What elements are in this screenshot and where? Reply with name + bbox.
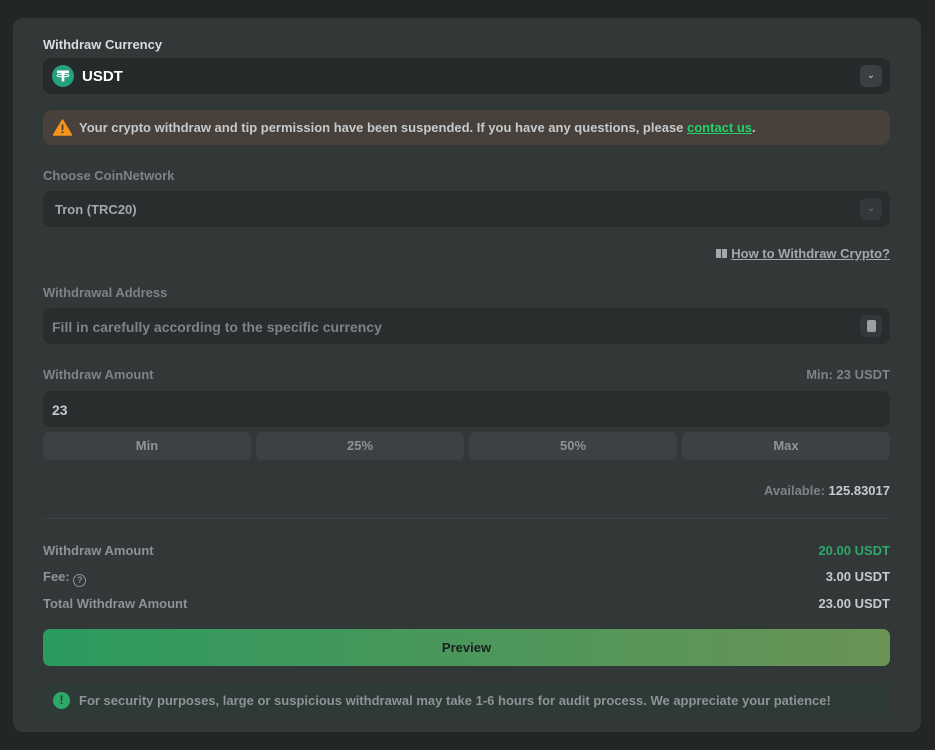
withdraw-amount-label: Withdraw Amount bbox=[43, 543, 154, 558]
amount-label: Withdraw Amount bbox=[43, 367, 154, 382]
summary-total-row: Total Withdraw Amount 23.00 USDT bbox=[43, 596, 890, 611]
summary-fee-row: Fee: ? 3.00 USDT bbox=[43, 569, 890, 587]
withdraw-amount-value: 20.00 USDT bbox=[818, 543, 890, 558]
available-value: 125.83017 bbox=[828, 483, 890, 498]
available-balance: Available: 125.83017 bbox=[764, 483, 890, 498]
warning-triangle-icon bbox=[53, 119, 72, 136]
fee-value: 3.00 USDT bbox=[825, 569, 890, 584]
network-select[interactable]: Tron (TRC20) ⌄ bbox=[43, 191, 890, 227]
info-exclamation-icon: ! bbox=[53, 692, 70, 709]
currency-label: Withdraw Currency bbox=[43, 37, 163, 52]
security-notice-text: For security purposes, large or suspicio… bbox=[79, 693, 831, 708]
how-to-withdraw-link[interactable]: How to Withdraw Crypto? bbox=[716, 246, 890, 261]
divider bbox=[43, 518, 890, 519]
chevron-down-icon[interactable]: ⌄ bbox=[860, 198, 882, 220]
suspension-warning: Your crypto withdraw and tip permission … bbox=[43, 110, 890, 145]
amount-input[interactable]: 23 bbox=[43, 391, 890, 427]
max-button[interactable]: Max bbox=[682, 432, 890, 460]
address-input[interactable]: Fill in carefully according to the speci… bbox=[43, 308, 890, 344]
25-percent-button[interactable]: 25% bbox=[256, 432, 464, 460]
min-amount: Min: 23 USDT bbox=[806, 367, 890, 382]
chevron-down-icon[interactable]: ⌄ bbox=[860, 65, 882, 87]
help-circle-icon[interactable]: ? bbox=[73, 574, 87, 587]
security-notice: ! For security purposes, large or suspic… bbox=[43, 683, 890, 718]
currency-select[interactable]: USDT ⌄ bbox=[43, 58, 890, 94]
address-book-icon[interactable] bbox=[860, 315, 882, 337]
network-label: Choose CoinNetwork bbox=[43, 168, 175, 183]
address-placeholder[interactable]: Fill in carefully according to the speci… bbox=[52, 319, 382, 335]
network-value: Tron (TRC20) bbox=[55, 202, 137, 217]
total-label: Total Withdraw Amount bbox=[43, 596, 188, 611]
preview-button[interactable]: Preview bbox=[43, 629, 890, 666]
address-label: Withdrawal Address bbox=[43, 285, 168, 300]
total-value: 23.00 USDT bbox=[818, 596, 890, 611]
fee-label: Fee: bbox=[43, 569, 70, 584]
contact-us-link[interactable]: contact us bbox=[687, 120, 753, 135]
50-percent-button[interactable]: 50% bbox=[469, 432, 677, 460]
warning-end: . bbox=[752, 120, 756, 135]
tether-icon bbox=[52, 65, 74, 87]
amount-value[interactable]: 23 bbox=[52, 402, 68, 418]
withdraw-panel: Withdraw Currency USDT ⌄ Your crypto wit… bbox=[13, 18, 921, 732]
currency-value: USDT bbox=[82, 68, 123, 85]
warning-text: Your crypto withdraw and tip permission … bbox=[79, 120, 688, 135]
summary-withdraw-row: Withdraw Amount 20.00 USDT bbox=[43, 543, 890, 558]
how-to-withdraw-text[interactable]: How to Withdraw Crypto? bbox=[731, 246, 890, 261]
min-button[interactable]: Min bbox=[43, 432, 251, 460]
available-label: Available: bbox=[763, 483, 825, 498]
book-icon bbox=[716, 249, 728, 258]
